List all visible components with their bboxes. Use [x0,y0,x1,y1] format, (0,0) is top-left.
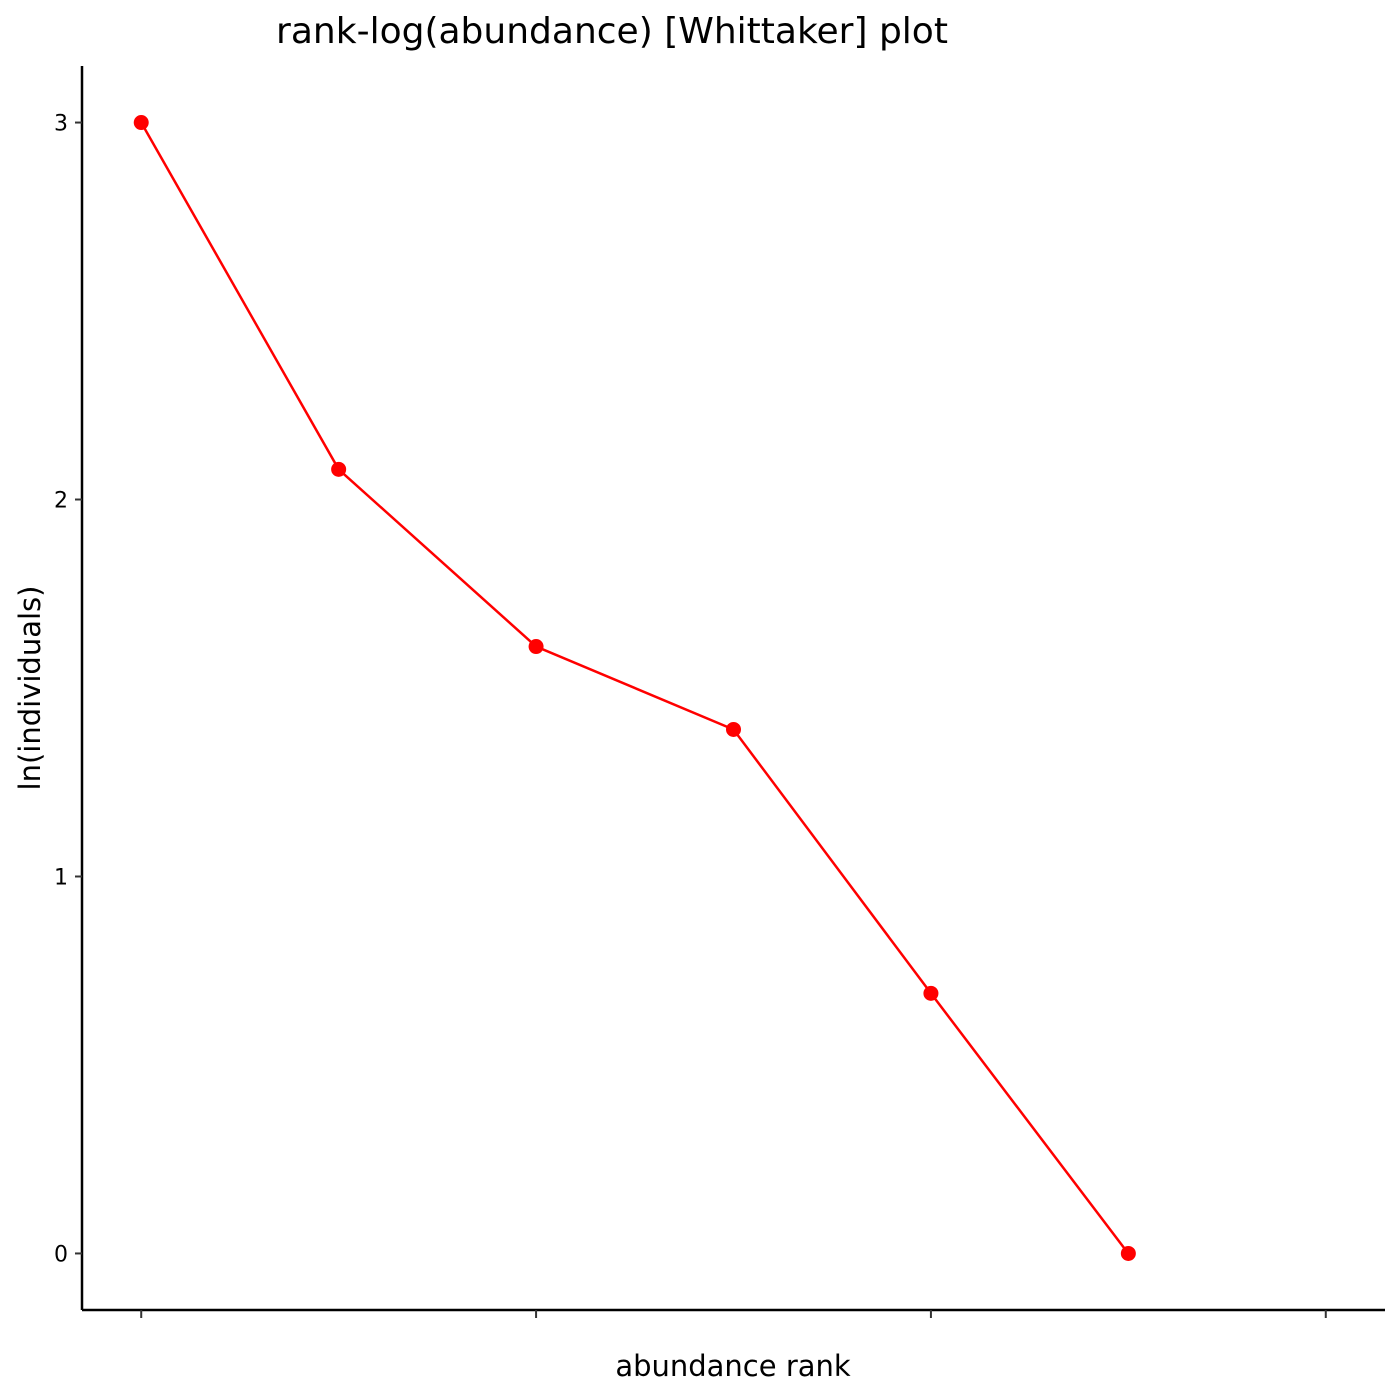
x-axis-title: abundance rank [615,1349,851,1383]
data-point [528,639,544,655]
x-axis-ticks [140,1310,1327,1318]
y-axis-ticks: 0 1 2 3 [54,112,82,1267]
data-point [331,461,347,477]
data-point [133,115,149,131]
y-tick-label: 2 [54,489,68,514]
series-line [140,121,1130,1255]
y-tick-label: 1 [54,865,68,890]
chart-title: rank-log(abundance) [Whittaker] plot [276,11,948,52]
data-point [1120,1245,1136,1261]
data-point [726,721,741,737]
data-point [923,985,939,1001]
y-axis-title: ln(individuals) [13,586,47,791]
y-tick-label: 3 [54,112,68,137]
series-layer [133,115,1136,1261]
y-tick-label: 0 [54,1242,68,1267]
plot-area: 0 1 2 3 [54,66,1385,1318]
